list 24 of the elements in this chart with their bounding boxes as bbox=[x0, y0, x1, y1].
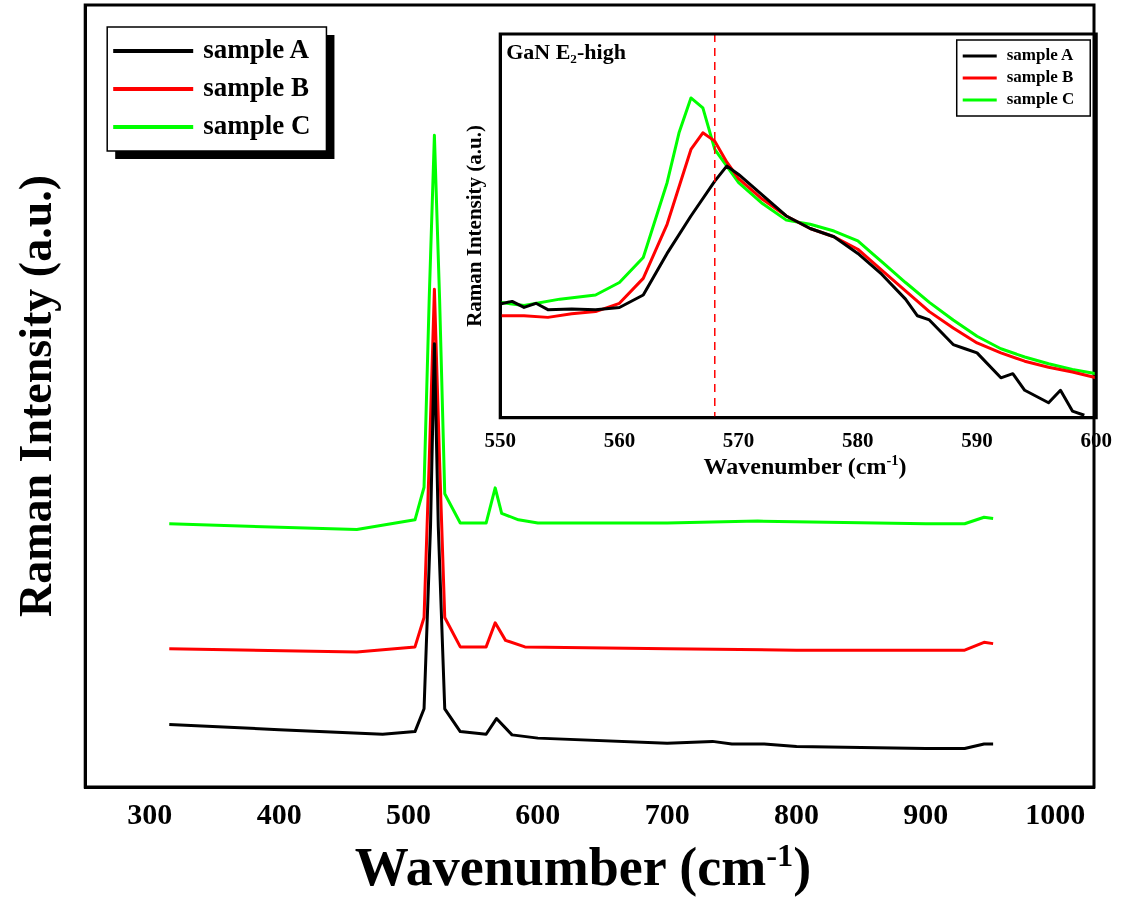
legend-label: sample A bbox=[1006, 45, 1075, 65]
y-axis-title: Raman Intensity (a.u.) bbox=[462, 124, 487, 327]
legend-label: sample A bbox=[203, 33, 310, 64]
y-axis-title: Raman Intensity (a.u.) bbox=[10, 174, 62, 618]
x-tick-label: 560 bbox=[603, 427, 636, 452]
x-tick-label: 590 bbox=[961, 427, 993, 452]
x-tick-label: 300 bbox=[127, 796, 173, 830]
x-tick-label: 700 bbox=[644, 796, 690, 830]
x-tick-label: 900 bbox=[903, 796, 949, 830]
x-tick-label: 400 bbox=[256, 796, 302, 830]
x-axis-title: Wavenumber (cm$^{-1}$) bbox=[354, 836, 812, 898]
x-tick-label: 500 bbox=[386, 796, 432, 830]
x-axis-title: Wavenumber (cm$^{-1}$) bbox=[703, 452, 907, 480]
x-tick-label: 1000 bbox=[1025, 796, 1086, 830]
x-tick-label: 800 bbox=[774, 796, 820, 830]
text: GaN E₂-high bbox=[506, 38, 626, 64]
legend-label: sample B bbox=[203, 71, 309, 102]
legend-label: sample C bbox=[1006, 89, 1075, 109]
x-tick-label: 550 bbox=[484, 427, 516, 452]
x-tick-label: 570 bbox=[722, 427, 755, 452]
x-tick-label: 580 bbox=[842, 427, 874, 452]
x-tick-label: 600 bbox=[515, 796, 561, 830]
legend-label: sample B bbox=[1006, 67, 1074, 87]
legend-label: sample C bbox=[203, 109, 311, 140]
